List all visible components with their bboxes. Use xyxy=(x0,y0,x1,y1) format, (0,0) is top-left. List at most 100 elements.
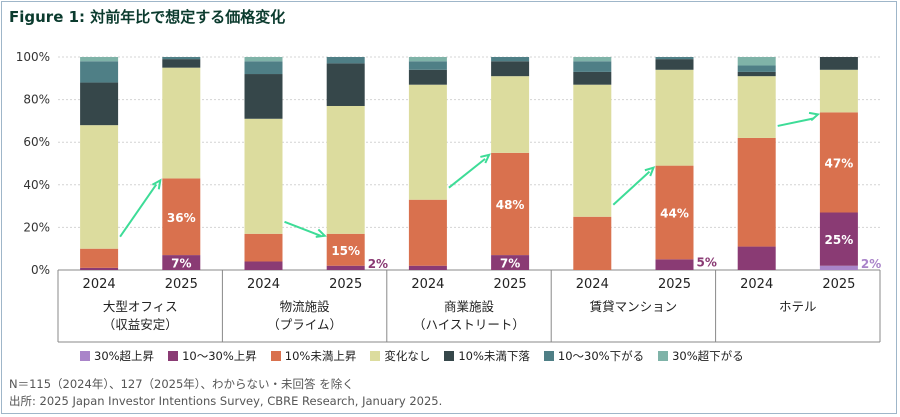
bar-segment xyxy=(244,57,283,62)
bar-segment xyxy=(326,265,365,270)
category-label: （プライム） xyxy=(267,317,342,332)
bar-segment xyxy=(326,105,365,234)
legend-swatch xyxy=(543,351,554,361)
y-tick-label: 80% xyxy=(23,93,50,107)
bar-segment xyxy=(80,57,119,62)
bar-segment xyxy=(244,74,283,119)
bar-segment xyxy=(655,59,694,70)
y-tick-label: 60% xyxy=(23,135,50,149)
data-label: 25% xyxy=(825,233,854,247)
bar-segment xyxy=(819,69,858,113)
legend-item: 10%未満上昇 xyxy=(270,348,357,364)
data-label: 48% xyxy=(496,198,525,212)
bar-segment xyxy=(408,61,447,70)
year-tick-label: 2025 xyxy=(329,277,362,292)
data-label: 36% xyxy=(167,211,196,225)
bar-segment xyxy=(491,152,530,256)
stacked-bar-chart: 0% 20% 40% 60% 80% 100% 2024 2025 大型オフィス （収益安定） 20… xyxy=(16,50,881,343)
bar-segment xyxy=(573,61,612,72)
data-label: 2% xyxy=(861,257,881,271)
bar-segment xyxy=(655,165,694,260)
legend-label: 30%超下がる xyxy=(672,349,744,363)
bar-segment xyxy=(162,67,201,179)
chart-title: Figure 1: 対前年比で想定する価格変化 xyxy=(9,8,286,26)
legend-label: 10%未満上昇 xyxy=(284,349,357,363)
bar-segment xyxy=(573,84,612,217)
category-label: （収益安定） xyxy=(103,317,178,332)
bar-segment xyxy=(491,61,530,77)
year-tick-label: 2024 xyxy=(247,277,280,292)
bar-segment xyxy=(491,255,530,270)
legend-item: 30%超下がる xyxy=(658,348,744,364)
legend-label: 10～30%下がる xyxy=(557,349,645,363)
growth-arrow-head xyxy=(644,166,656,177)
data-label: 47% xyxy=(825,156,854,170)
growth-arrow xyxy=(612,170,651,206)
category-label: 大型オフィス xyxy=(103,299,178,314)
bar-segment xyxy=(737,137,776,247)
year-tick-label: 2025 xyxy=(822,277,855,292)
bar-segment xyxy=(162,255,201,270)
growth-arrow xyxy=(284,220,322,237)
y-tick-label: 100% xyxy=(16,50,50,64)
year-tick-label: 2024 xyxy=(740,277,773,292)
legend-swatch xyxy=(658,351,669,361)
bar-segment xyxy=(737,76,776,138)
bar-segment xyxy=(244,261,283,270)
bar-segment xyxy=(491,57,530,62)
bar-segment xyxy=(737,246,776,270)
y-tick-label: 0% xyxy=(31,263,50,277)
year-tick-label: 2024 xyxy=(576,277,609,292)
bar-segment xyxy=(408,84,447,200)
bar-segment xyxy=(819,57,858,70)
year-tick-label: 2024 xyxy=(411,277,444,292)
bar-segment xyxy=(573,71,612,85)
source-note: 出所: 2025 Japan Investor Intentions Surve… xyxy=(9,394,443,408)
legend-item: 変化なし xyxy=(370,348,430,364)
growth-arrow xyxy=(119,183,158,238)
y-tick-label: 20% xyxy=(23,220,50,234)
bar-segment xyxy=(737,71,776,77)
bar-segment xyxy=(655,259,694,270)
legend-label: 10%未満下落 xyxy=(458,349,530,363)
legend-swatch xyxy=(370,351,381,361)
category-label: （ハイストリート） xyxy=(413,317,525,332)
growth-arrow xyxy=(448,158,486,189)
data-label: 15% xyxy=(331,244,360,258)
data-label: 7% xyxy=(500,257,520,271)
legend-swatch xyxy=(168,351,179,361)
growth-arrow-head xyxy=(315,228,327,238)
bar-segment xyxy=(573,57,612,62)
bar-segment xyxy=(326,63,365,106)
legend-label: 30%超上昇 xyxy=(94,349,155,363)
legend-swatch xyxy=(80,351,90,361)
year-tick-label: 2025 xyxy=(494,277,527,292)
growth-arrow-head xyxy=(808,111,821,122)
bar-segment xyxy=(819,212,858,266)
bar-segment xyxy=(737,65,776,72)
data-label: 2% xyxy=(368,257,388,271)
bar-segment xyxy=(244,233,283,262)
category-label: ホテル xyxy=(779,299,817,314)
year-tick-label: 2025 xyxy=(658,277,691,292)
bar-segment xyxy=(408,69,447,85)
growth-arrow-head xyxy=(480,153,491,164)
data-label: 44% xyxy=(660,206,689,220)
bar-segment xyxy=(80,82,119,126)
sample-note: N＝115（2024年）、127（2025年）、わからない・未回答 を除く xyxy=(9,377,354,391)
bar-segment xyxy=(80,267,119,270)
bar-segment xyxy=(737,57,776,66)
y-tick-label: 40% xyxy=(23,178,50,192)
bar-segment xyxy=(819,112,858,213)
legend-item: 30%超上昇 xyxy=(80,348,154,364)
data-label: 7% xyxy=(171,257,191,271)
bar-segment xyxy=(162,178,201,256)
bar-segment xyxy=(326,57,365,64)
category-label: 商業施設 xyxy=(444,299,495,314)
bar-segment xyxy=(573,216,612,270)
growth-arrow-head xyxy=(151,178,162,190)
bar-segment xyxy=(162,57,201,60)
year-tick-label: 2024 xyxy=(83,277,116,292)
bar-segment xyxy=(326,233,365,266)
legend-label: 10～30%上昇 xyxy=(182,349,257,363)
